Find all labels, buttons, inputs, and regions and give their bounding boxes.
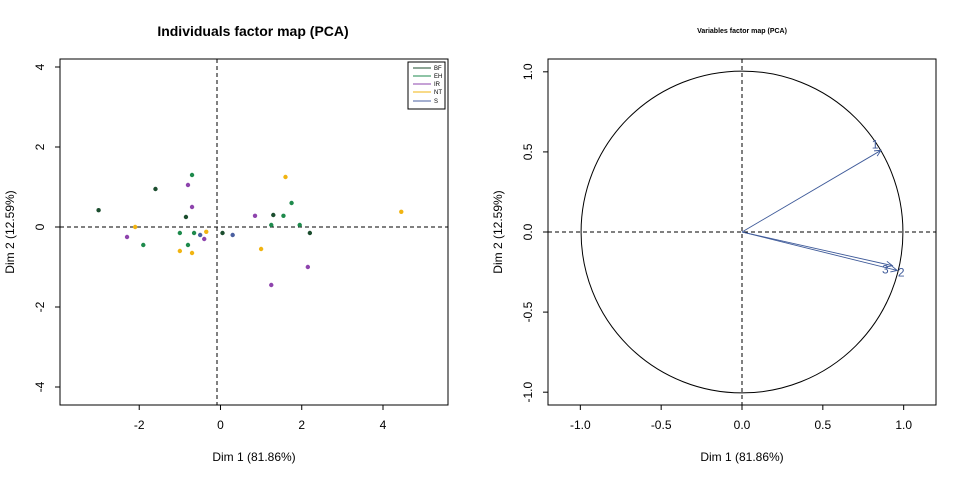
variable-arrowhead-1	[874, 149, 882, 157]
point-s	[230, 232, 235, 238]
point-eh	[297, 222, 302, 228]
individuals-xtick-label: 2	[298, 418, 305, 432]
point-eh	[177, 230, 183, 236]
legend-label-bf: BF	[434, 66, 442, 72]
point-eh	[289, 200, 294, 206]
point-nt	[189, 250, 195, 256]
individuals-ytick-label: 0	[33, 223, 47, 230]
variables-xlabel: Dim 1 (81.86%)	[700, 450, 783, 464]
variables-ylabel: Dim 2 (12.59%)	[491, 190, 505, 273]
point-bf	[96, 208, 101, 213]
variables-arrows: 1 23	[741, 137, 905, 279]
legend-item-s: S	[413, 99, 438, 105]
legend-item-bf: BF	[413, 66, 442, 72]
individuals-xtick-label: 0	[217, 418, 224, 432]
point-bf	[307, 230, 313, 236]
individuals-ytick-label: -2	[33, 301, 47, 312]
point-nt	[132, 224, 138, 230]
variables-title: Variables factor map (PCA)	[697, 28, 787, 35]
variable-arrow-1	[741, 149, 882, 233]
point-ir	[124, 234, 130, 240]
variables-ytick-label: 0.5	[521, 143, 535, 160]
legend-item-eh: EH	[413, 74, 442, 80]
individuals-xlabel: Dim 1 (81.86%)	[212, 450, 295, 464]
point-ir	[305, 264, 311, 270]
variables-ytick-label: 1.0	[521, 63, 535, 80]
point-bf	[183, 214, 189, 220]
individuals-legend: BF EH IR NT S	[407, 61, 446, 110]
legend-label-ir: IR	[434, 82, 441, 88]
legend-item-nt: NT	[413, 90, 442, 96]
point-nt	[399, 209, 404, 214]
variables-ytick-label: -1.0	[521, 382, 535, 403]
variable-label-3: 3	[882, 263, 889, 277]
legend-label-nt: NT	[434, 90, 442, 96]
legend-label-s: S	[434, 99, 438, 105]
variables-ytick-label: 0.0	[521, 223, 535, 240]
variables-xtick-label: 0.0	[734, 418, 751, 432]
point-nt	[177, 248, 183, 254]
point-ir	[252, 213, 258, 218]
point-eh	[269, 222, 274, 228]
variable-arrow-2	[741, 231, 898, 271]
variables-xtick-label: -0.5	[651, 418, 672, 432]
variable-arrow-3	[741, 231, 893, 267]
individuals-panel: Individuals factor map (PCA) Dim 1 (81.8…	[3, 23, 449, 464]
individuals-x-axis: -2 0 2 4	[134, 405, 387, 432]
point-s	[197, 232, 203, 238]
variables-y-axis: -1.0 -0.5 0.0 0.5 1.0	[521, 63, 548, 403]
point-nt	[258, 246, 264, 252]
point-eh	[281, 213, 286, 218]
point-ir	[202, 236, 207, 242]
legend-label-eh: EH	[434, 74, 442, 80]
point-eh	[141, 242, 146, 248]
point-bf	[153, 186, 158, 192]
correlation-circle	[580, 70, 904, 394]
variable-label-2: 2	[898, 265, 905, 279]
individuals-xtick-label: 4	[380, 418, 387, 432]
individuals-ylabel: Dim 2 (12.59%)	[3, 190, 17, 273]
point-bf	[271, 212, 276, 218]
point-nt	[283, 174, 288, 180]
point-eh	[185, 242, 191, 248]
variables-panel: Variables factor map (PCA) Dim 1 (81.86%…	[491, 28, 937, 464]
individuals-ytick-label: 4	[33, 63, 47, 70]
point-ir	[269, 282, 274, 288]
variables-ytick-label: -0.5	[521, 301, 535, 322]
individuals-ytick-label: 2	[33, 143, 47, 150]
variables-xtick-label: 1.0	[895, 418, 912, 432]
point-eh	[191, 230, 197, 236]
point-ir	[185, 182, 191, 188]
individuals-ytick-label: -4	[33, 381, 47, 392]
variables-xtick-label: 0.5	[814, 418, 831, 432]
individuals-points	[96, 172, 404, 288]
individuals-title: Individuals factor map (PCA)	[157, 23, 348, 39]
variable-arrowhead-2	[890, 265, 899, 273]
variables-x-axis: -1.0 -0.5 0.0 0.5 1.0	[570, 405, 912, 432]
point-bf	[220, 230, 225, 236]
variable-label-1: 1	[872, 137, 879, 151]
variable-arrowhead-3	[885, 260, 894, 268]
legend-item-ir: IR	[413, 82, 441, 88]
point-nt	[204, 229, 209, 234]
point-eh	[189, 172, 195, 178]
point-ir	[189, 204, 195, 210]
individuals-y-axis: -4 -2 0 2 4	[33, 63, 60, 392]
individuals-xtick-label: -2	[134, 418, 145, 432]
individuals-plot-frame	[59, 58, 449, 406]
variables-xtick-label: -1.0	[570, 418, 591, 432]
